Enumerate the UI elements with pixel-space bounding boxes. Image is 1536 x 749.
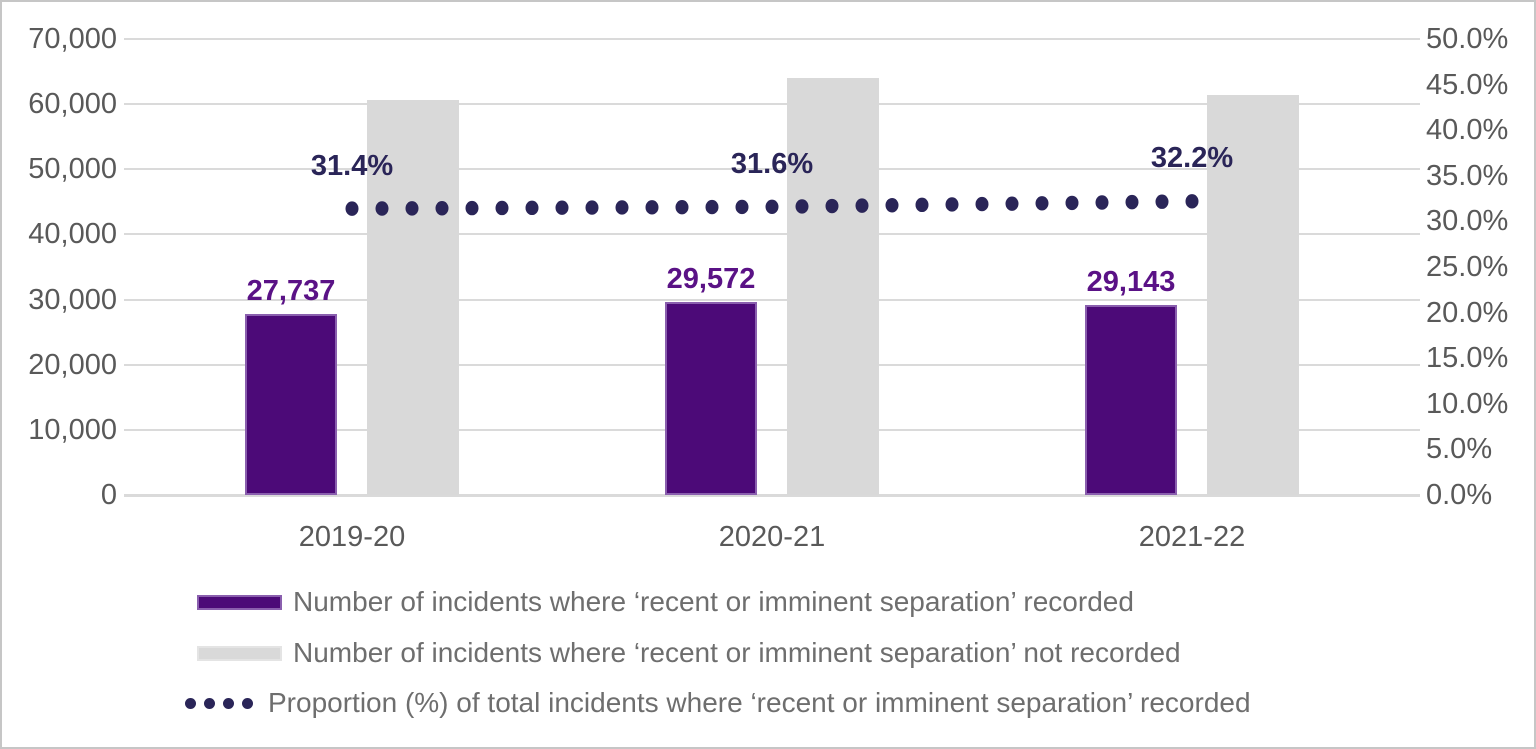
line-dot xyxy=(705,199,719,215)
recorded-bar-2019-20 xyxy=(245,314,337,495)
line-dot xyxy=(465,200,479,216)
line-dot xyxy=(1035,196,1049,211)
right-axis-tick-label: 0.0% xyxy=(1426,479,1493,511)
gridline xyxy=(124,233,1420,236)
gridline xyxy=(124,298,1420,301)
not-recorded-bar-swatch xyxy=(197,645,282,661)
recorded-bar-2021-22 xyxy=(1085,305,1177,495)
line-dot xyxy=(345,201,359,216)
legend-label-proportion: Proportion (%) of total incidents where … xyxy=(268,687,1251,718)
proportion-value-label: 31.4% xyxy=(310,149,394,182)
left-axis-tick-label: 70,000 xyxy=(28,23,117,55)
right-axis-tick-label: 20.0% xyxy=(1426,296,1509,329)
bar-value-label: 29,572 xyxy=(666,263,756,296)
x-axis-label-2019-20: 2019-20 xyxy=(298,521,406,553)
legend-item-recorded: Number of incidents where ‘recent or imm… xyxy=(197,586,1134,617)
right-axis-tick-label: 45.0% xyxy=(1426,68,1509,101)
left-axis-tick-label: 40,000 xyxy=(28,218,117,251)
line-dot xyxy=(675,199,689,215)
left-axis-tick-label: 0 xyxy=(100,479,117,511)
left-axis-tick-label: 20,000 xyxy=(28,348,117,381)
line-dot xyxy=(1125,194,1139,210)
line-dot xyxy=(555,200,569,215)
line-dot xyxy=(735,199,749,215)
bar-value-label: 29,143 xyxy=(1086,266,1176,299)
right-axis-tick-label: 5.0% xyxy=(1426,433,1493,466)
line-dot xyxy=(525,200,539,216)
line-dot xyxy=(975,196,989,212)
gridline xyxy=(124,168,1420,171)
line-dot xyxy=(585,200,599,215)
gridline xyxy=(124,363,1420,366)
proportion-value-label: 31.6% xyxy=(730,147,814,180)
right-axis-tick-label: 40.0% xyxy=(1426,114,1509,147)
left-axis-tick-label: 10,000 xyxy=(28,413,117,446)
legend-label-recorded: Number of incidents where ‘recent or imm… xyxy=(293,586,1134,617)
left-axis-tick-label: 60,000 xyxy=(28,88,117,121)
left-axis-tick-label: 50,000 xyxy=(28,153,117,186)
gridline xyxy=(124,428,1420,431)
bar-value-label: 27,737 xyxy=(246,275,336,308)
gridline xyxy=(124,494,1420,497)
right-axis-tick-label: 10.0% xyxy=(1426,387,1509,420)
line-dot xyxy=(1065,195,1079,211)
x-axis-label-2021-22: 2021-22 xyxy=(1138,521,1246,553)
right-axis-tick-label: 35.0% xyxy=(1426,159,1509,192)
right-axis-tick-label: 30.0% xyxy=(1426,205,1509,238)
left-axis-tick-label: 30,000 xyxy=(28,283,117,316)
line-dot xyxy=(915,197,929,213)
right-axis-tick-label: 15.0% xyxy=(1426,342,1509,375)
line-dot xyxy=(885,198,899,213)
right-axis-tick-label: 50.0% xyxy=(1426,23,1509,55)
not-recorded-bar-2020-21 xyxy=(787,78,879,495)
legend-label-not-recorded: Number of incidents where ‘recent or imm… xyxy=(293,637,1181,668)
gridline xyxy=(124,38,1420,40)
legend-item-not-recorded: Number of incidents where ‘recent or imm… xyxy=(197,637,1181,668)
line-dot xyxy=(1185,194,1199,209)
not-recorded-bar-2021-22 xyxy=(1207,95,1299,495)
legend-item-proportion: Proportion (%) of total incidents where … xyxy=(185,687,1251,718)
line-dot xyxy=(615,200,629,215)
line-dot xyxy=(945,197,959,212)
recorded-bar-2020-21 xyxy=(665,302,757,495)
line-dot xyxy=(1155,194,1169,209)
recorded-bar-swatch xyxy=(197,594,282,610)
gridline xyxy=(124,103,1420,106)
proportion-dotted-line-swatch xyxy=(185,697,253,709)
line-dot xyxy=(645,200,659,215)
not-recorded-bar-2019-20 xyxy=(367,100,459,495)
right-axis-tick-label: 25.0% xyxy=(1426,251,1509,283)
proportion-value-label: 32.2% xyxy=(1150,142,1234,175)
line-dot xyxy=(765,199,779,215)
line-dot xyxy=(495,200,509,216)
line-dot xyxy=(1095,195,1109,210)
line-dot xyxy=(1005,196,1019,211)
x-axis-label-2020-21: 2020-21 xyxy=(718,521,826,553)
